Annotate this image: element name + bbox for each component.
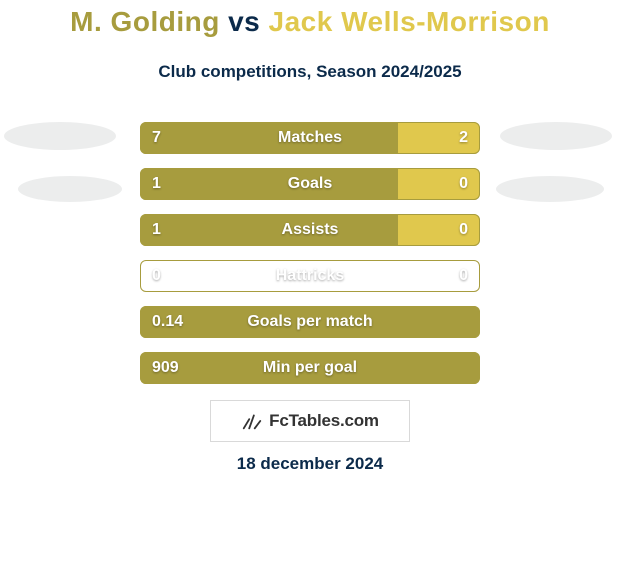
- stat-label: Min per goal: [140, 352, 480, 384]
- stat-label: Assists: [140, 214, 480, 246]
- stat-row-min-per-goal: 909Min per goal: [140, 352, 480, 384]
- comparison-title: M. Golding vs Jack Wells-Morrison: [0, 6, 620, 38]
- stat-label: Hattricks: [140, 260, 480, 292]
- stat-row-hattricks: 00Hattricks: [140, 260, 480, 292]
- fctables-text: FcTables.com: [269, 411, 379, 431]
- stat-row-matches: 72Matches: [140, 122, 480, 154]
- player-a-placeholder-1: [4, 122, 116, 150]
- stat-row-goals: 10Goals: [140, 168, 480, 200]
- player-a-placeholder-2: [18, 176, 122, 202]
- stat-label: Goals per match: [140, 306, 480, 338]
- fctables-logo-icon: [241, 410, 263, 432]
- player-b-placeholder-1: [500, 122, 612, 150]
- stat-label: Goals: [140, 168, 480, 200]
- vs-label: vs: [228, 6, 260, 37]
- datestamp: 18 december 2024: [0, 454, 620, 474]
- player-a-name: M. Golding: [70, 6, 220, 37]
- player-b-name: Jack Wells-Morrison: [269, 6, 550, 37]
- fctables-branding: FcTables.com: [210, 400, 410, 442]
- stat-label: Matches: [140, 122, 480, 154]
- stat-row-goals-per-match: 0.14Goals per match: [140, 306, 480, 338]
- competition-subtitle: Club competitions, Season 2024/2025: [0, 62, 620, 82]
- stat-row-assists: 10Assists: [140, 214, 480, 246]
- player-b-placeholder-2: [496, 176, 604, 202]
